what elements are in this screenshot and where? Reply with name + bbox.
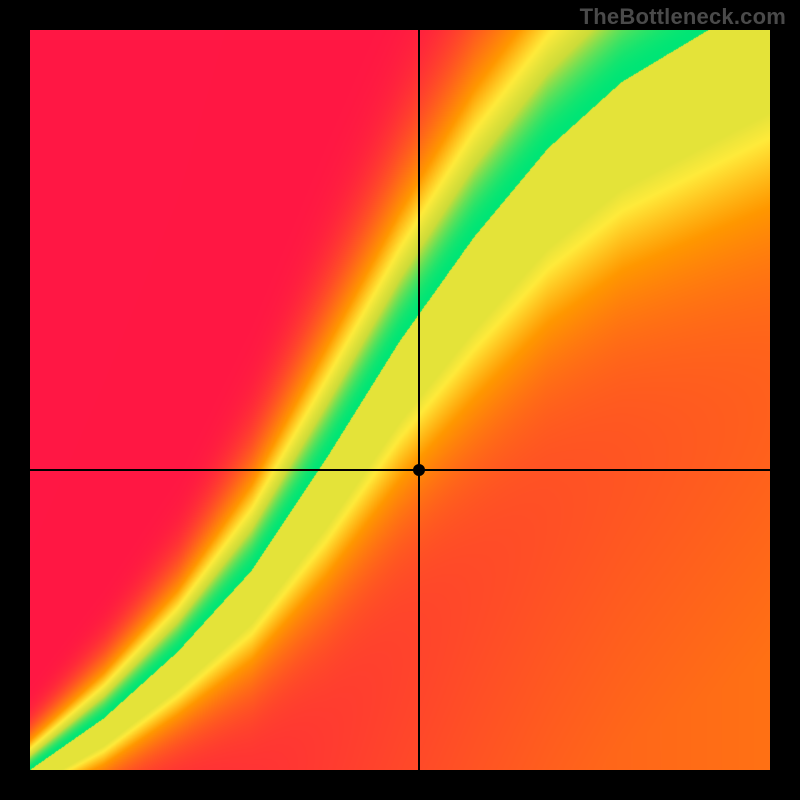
bottleneck-heatmap [30, 30, 770, 770]
chart-frame: TheBottleneck.com [0, 0, 800, 800]
watermark-text: TheBottleneck.com [580, 4, 786, 30]
